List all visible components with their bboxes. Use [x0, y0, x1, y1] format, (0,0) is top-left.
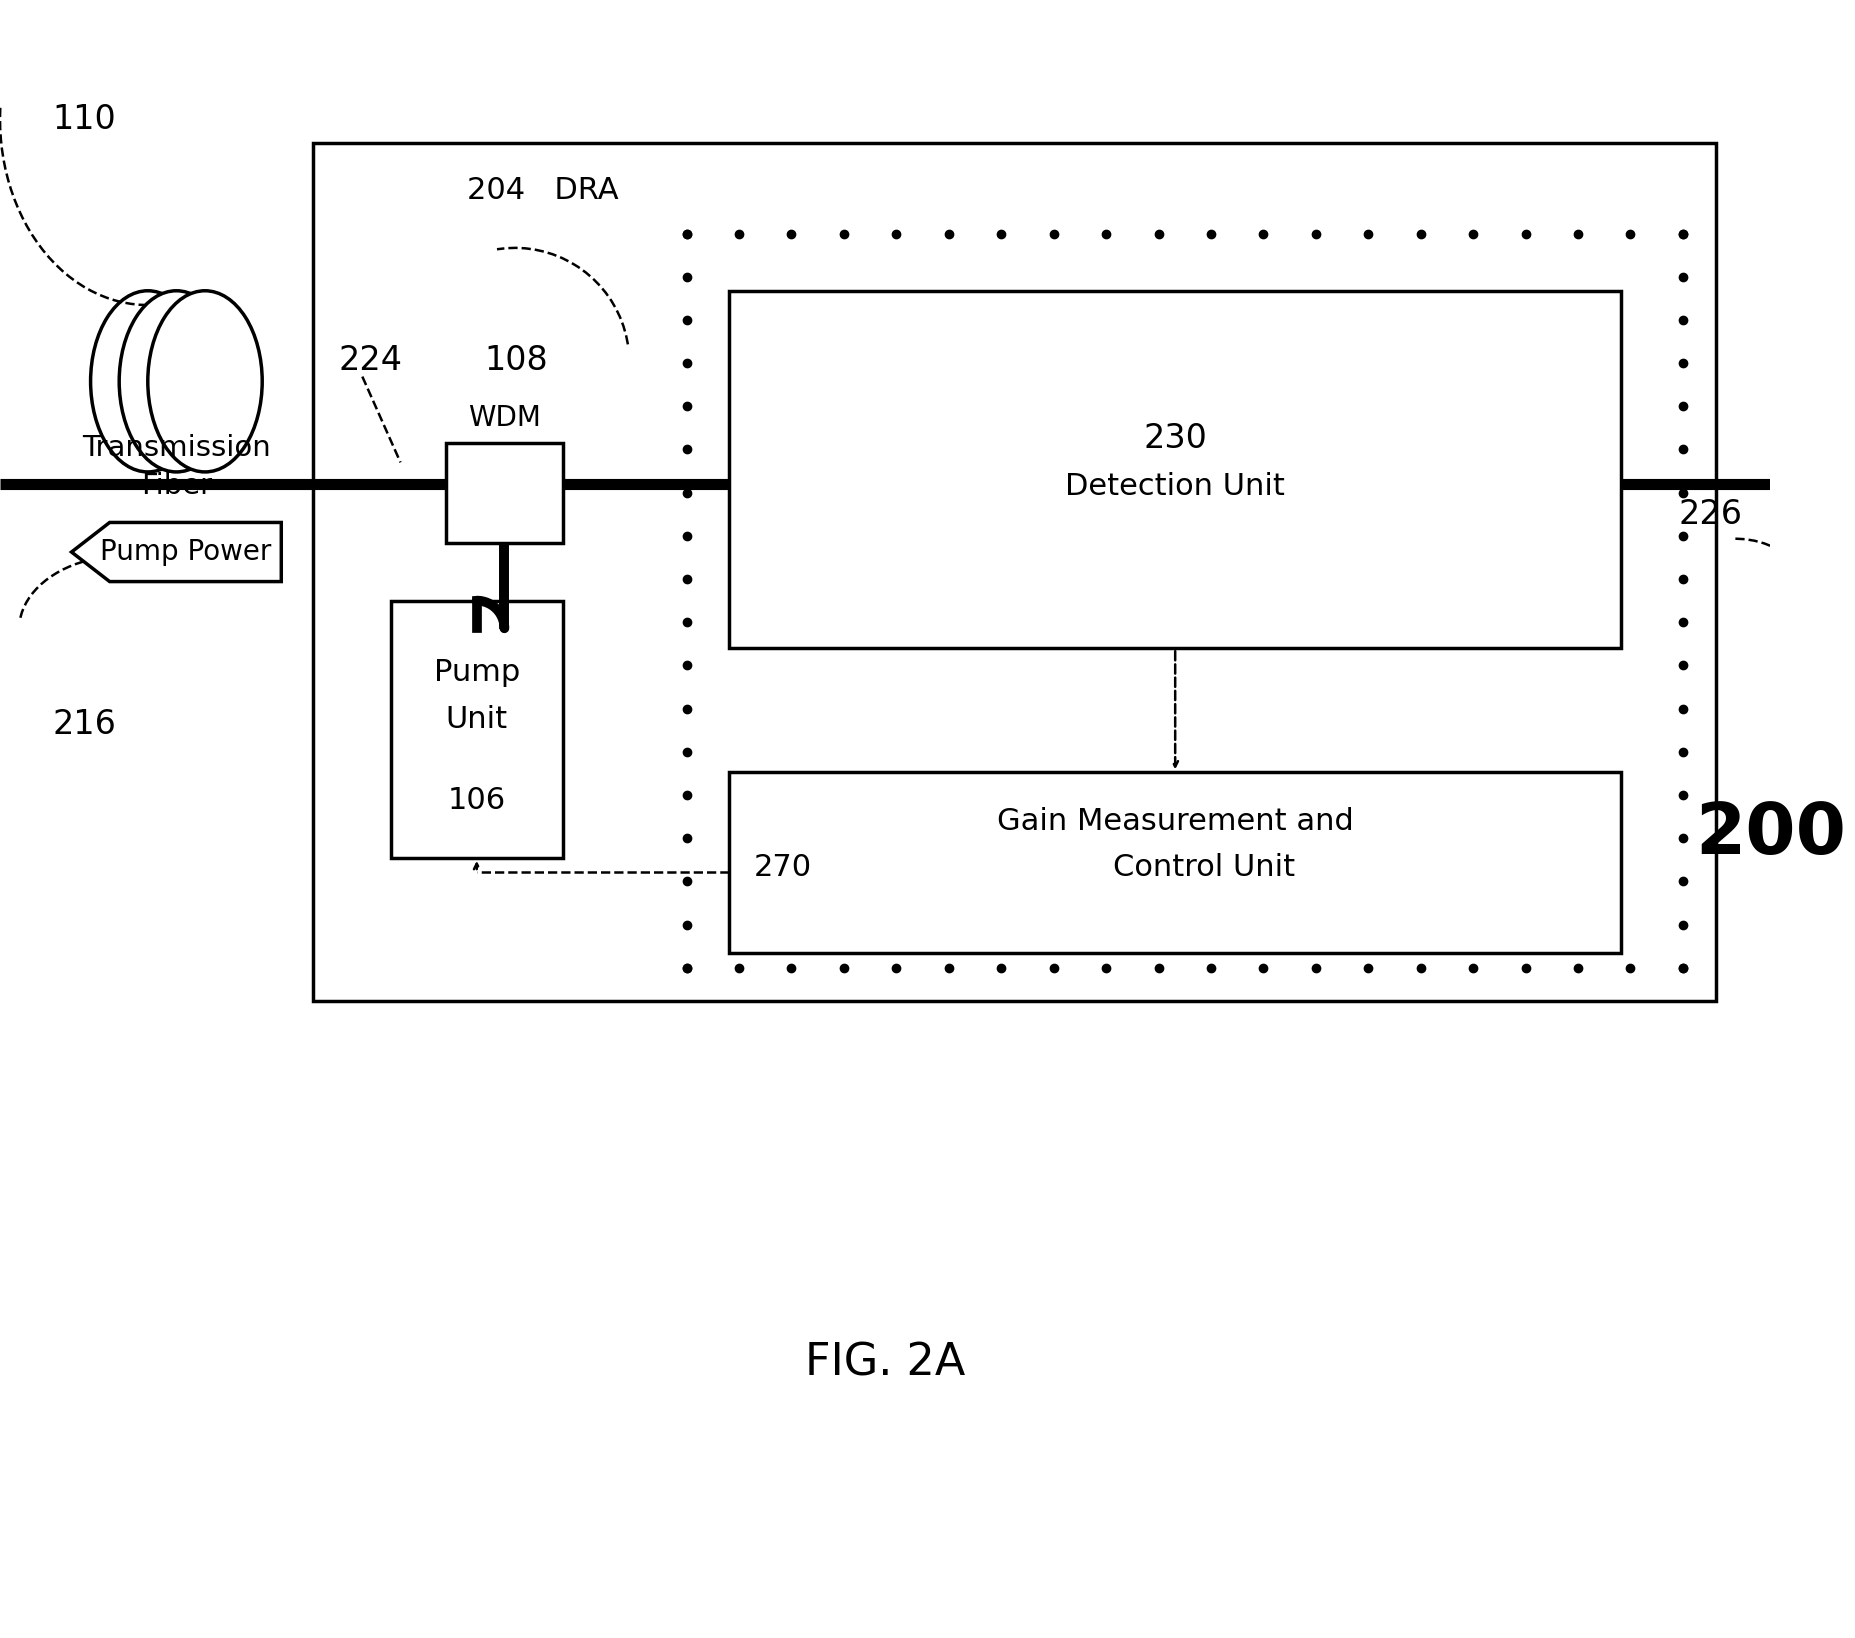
- Ellipse shape: [119, 292, 234, 472]
- Text: 224: 224: [338, 344, 403, 377]
- Text: Fiber: Fiber: [141, 472, 211, 500]
- Bar: [445, 444, 562, 544]
- Text: WDM: WDM: [467, 403, 540, 431]
- Text: Transmission: Transmission: [82, 434, 271, 462]
- Text: Unit: Unit: [445, 706, 508, 734]
- Text: FIG. 2A: FIG. 2A: [805, 1342, 965, 1386]
- Text: 216: 216: [52, 708, 117, 740]
- Polygon shape: [72, 523, 282, 581]
- Text: 270: 270: [753, 853, 811, 883]
- Text: 110: 110: [52, 103, 117, 136]
- Text: Gain Measurement and: Gain Measurement and: [996, 808, 1352, 837]
- Text: 226: 226: [1677, 498, 1742, 531]
- Bar: [391, 601, 562, 858]
- Bar: [729, 771, 1619, 953]
- Text: 108: 108: [484, 344, 547, 377]
- Text: 106: 106: [447, 786, 506, 816]
- Text: 200: 200: [1694, 799, 1846, 868]
- Text: Pump Power: Pump Power: [100, 537, 271, 567]
- Bar: [729, 292, 1619, 649]
- Text: Pump: Pump: [434, 658, 519, 686]
- Text: 204   DRA: 204 DRA: [467, 177, 618, 205]
- Text: 230: 230: [1143, 423, 1206, 455]
- Text: Detection Unit: Detection Unit: [1065, 472, 1284, 501]
- Ellipse shape: [91, 292, 204, 472]
- Text: Control Unit: Control Unit: [1113, 853, 1295, 883]
- Bar: [313, 143, 1716, 1001]
- Ellipse shape: [148, 292, 262, 472]
